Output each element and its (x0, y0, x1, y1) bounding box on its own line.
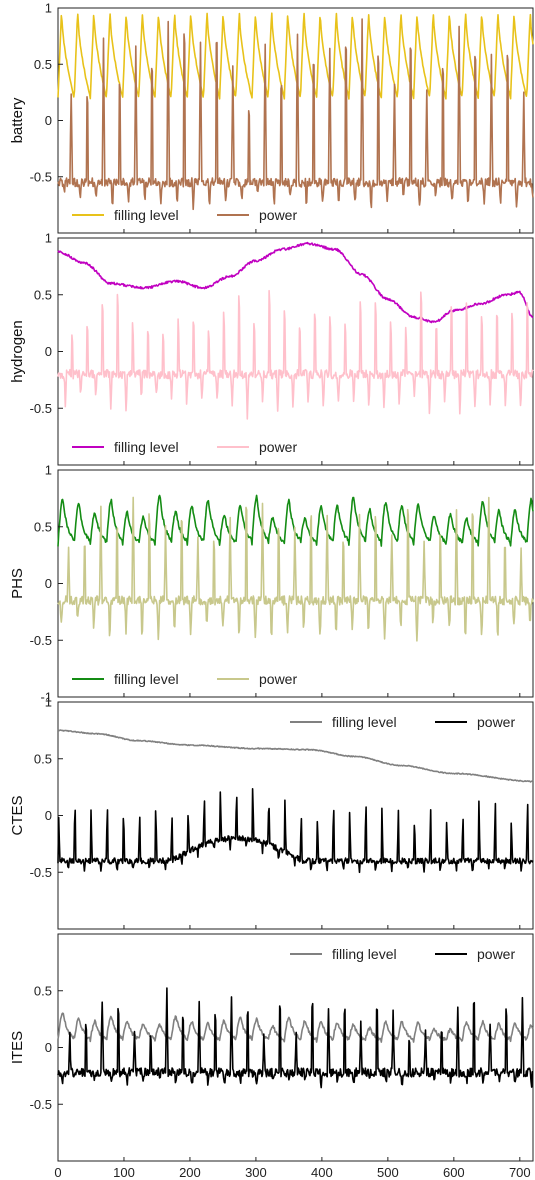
y-tick-label: 1 (45, 231, 52, 246)
x-tick-label: 500 (377, 1165, 399, 1180)
panel-battery: 1 0.5 0 -0.5 battery filling level power (9, 1, 534, 234)
y-tick-label: -0.5 (30, 865, 52, 880)
legend: filling level power (290, 714, 515, 730)
legend-label: power (477, 946, 515, 962)
y-tick-label: 0 (45, 808, 52, 823)
y-tick-label: -0.5 (30, 633, 52, 648)
y-tick-label: 0 (45, 344, 52, 359)
legend: filling level power (72, 439, 297, 455)
series-line-power (57, 289, 534, 420)
legend: filling level power (72, 207, 297, 223)
series-line-power (57, 788, 534, 874)
legend-label: filling level (114, 439, 179, 455)
y-tick-label: 0.5 (34, 519, 52, 534)
y-tick-label: 0.5 (34, 983, 52, 998)
legend: filling level power (72, 671, 297, 687)
y-tick-label: 0.5 (34, 57, 52, 72)
plot-frame (57, 701, 534, 930)
y-tick-label: -0.5 (30, 169, 52, 184)
y-tick-label: 0.5 (34, 287, 52, 302)
x-tick-label: 400 (311, 1165, 333, 1180)
y-tick-label: 1 (45, 695, 52, 710)
legend-label: power (259, 671, 297, 687)
x-tick-label: 0 (54, 1165, 61, 1180)
y-tick-label: -0.5 (30, 1097, 52, 1112)
y-axis-label: hydrogen (9, 320, 26, 383)
y-axis-label: battery (9, 97, 26, 143)
legend-label: filling level (332, 714, 397, 730)
y-tick-label: 0 (45, 576, 52, 591)
series-line-filling-level (57, 12, 534, 100)
y-tick-label: 1 (45, 463, 52, 478)
x-tick-label: 300 (245, 1165, 267, 1180)
y-tick-label: 0 (45, 1040, 52, 1055)
x-tick-label: 700 (509, 1165, 531, 1180)
y-tick-label: -0.5 (30, 401, 52, 416)
x-tick-label: 600 (443, 1165, 465, 1180)
legend: filling level power (290, 946, 515, 962)
plot-frame (57, 237, 534, 466)
y-tick-label: 1 (45, 1, 52, 16)
y-axis-label: PHS (9, 568, 26, 599)
x-tick-label: 200 (179, 1165, 201, 1180)
panel-ites: 0.5 0 -0.5 ITES filling level power 0 100 200 300… (9, 933, 534, 1180)
x-tick-label: 100 (113, 1165, 135, 1180)
y-tick-label: 0.5 (34, 751, 52, 766)
series-line-filling-level (57, 729, 534, 783)
series-line-power (57, 987, 534, 1089)
y-axis-label: ITES (9, 1031, 26, 1064)
series-line-power (57, 18, 534, 211)
series-line-filling-level (57, 241, 534, 324)
legend-label: power (259, 207, 297, 223)
y-tick-label: -1 (40, 690, 52, 705)
legend-label: filling level (114, 671, 179, 687)
legend-label: filling level (332, 946, 397, 962)
series-line-power (57, 496, 534, 642)
panel-ctes: 0.5 0 -0.5 1 CTES filling level power (9, 695, 534, 930)
panel-phs: 1 0.5 0 -0.5 -1 PHS filling level power (9, 463, 534, 705)
legend-label: power (259, 439, 297, 455)
legend-label: filling level (114, 207, 179, 223)
panel-hydrogen: 1 0.5 0 -0.5 hydrogen filling level power (9, 231, 534, 466)
y-axis-label: CTES (9, 795, 26, 835)
legend-label: power (477, 714, 515, 730)
y-tick-label: 0 (45, 113, 52, 128)
